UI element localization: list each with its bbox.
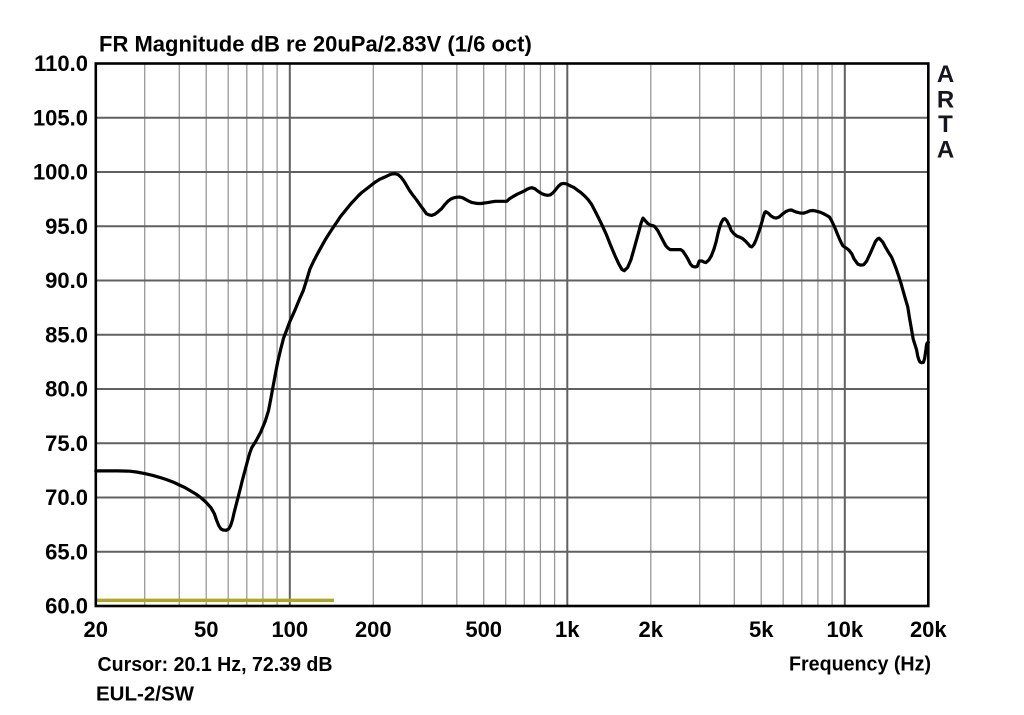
svg-text:65.0: 65.0 bbox=[45, 539, 88, 564]
svg-text:70.0: 70.0 bbox=[45, 485, 88, 510]
svg-text:50: 50 bbox=[194, 617, 218, 642]
svg-text:10k: 10k bbox=[826, 617, 863, 642]
svg-text:100.0: 100.0 bbox=[33, 160, 88, 185]
svg-text:2k: 2k bbox=[639, 617, 664, 642]
svg-text:80.0: 80.0 bbox=[45, 377, 88, 402]
svg-text:500: 500 bbox=[465, 617, 502, 642]
svg-text:Frequency (Hz): Frequency (Hz) bbox=[789, 654, 931, 676]
svg-text:A: A bbox=[937, 137, 954, 164]
svg-text:R: R bbox=[937, 87, 954, 114]
svg-text:110.0: 110.0 bbox=[34, 51, 88, 76]
svg-text:90.0: 90.0 bbox=[45, 268, 88, 293]
svg-text:85.0: 85.0 bbox=[45, 322, 88, 347]
svg-text:200: 200 bbox=[355, 617, 392, 642]
svg-text:20: 20 bbox=[84, 617, 108, 642]
svg-text:EUL-2/SW: EUL-2/SW bbox=[96, 684, 194, 706]
svg-text:100: 100 bbox=[271, 617, 308, 642]
svg-text:T: T bbox=[938, 111, 953, 138]
svg-text:105.0: 105.0 bbox=[33, 105, 88, 130]
svg-text:1k: 1k bbox=[555, 617, 580, 642]
svg-text:20k: 20k bbox=[910, 617, 947, 642]
svg-text:95.0: 95.0 bbox=[45, 214, 88, 239]
svg-text:60.0: 60.0 bbox=[45, 594, 88, 619]
svg-text:75.0: 75.0 bbox=[45, 431, 88, 456]
svg-text:A: A bbox=[937, 61, 954, 88]
svg-text:FR Magnitude dB re 20uPa/2.83V: FR Magnitude dB re 20uPa/2.83V (1/6 oct) bbox=[99, 32, 532, 57]
svg-text:5k: 5k bbox=[749, 617, 774, 642]
svg-text:Cursor: 20.1 Hz, 72.39 dB: Cursor: 20.1 Hz, 72.39 dB bbox=[98, 654, 333, 676]
